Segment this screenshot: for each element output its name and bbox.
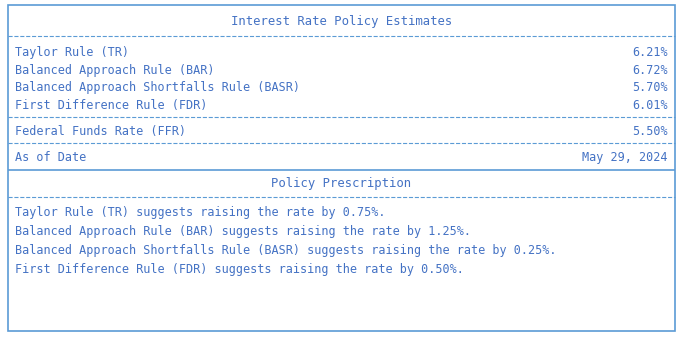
Text: Policy Prescription: Policy Prescription [271, 177, 412, 190]
Text: Taylor Rule (TR) suggests raising the rate by 0.75%.: Taylor Rule (TR) suggests raising the ra… [15, 206, 385, 219]
Text: Federal Funds Rate (FFR): Federal Funds Rate (FFR) [15, 125, 186, 138]
Text: Balanced Approach Shortfalls Rule (BASR): Balanced Approach Shortfalls Rule (BASR) [15, 81, 300, 94]
Text: Balanced Approach Shortfalls Rule (BASR) suggests raising the rate by 0.25%.: Balanced Approach Shortfalls Rule (BASR)… [15, 244, 557, 257]
Text: Taylor Rule (TR): Taylor Rule (TR) [15, 46, 129, 59]
Text: May 29, 2024: May 29, 2024 [583, 151, 668, 164]
Text: 6.21%: 6.21% [632, 46, 668, 59]
Text: As of Date: As of Date [15, 151, 86, 164]
Text: Balanced Approach Rule (BAR) suggests raising the rate by 1.25%.: Balanced Approach Rule (BAR) suggests ra… [15, 225, 471, 238]
FancyBboxPatch shape [8, 5, 675, 331]
Text: 5.70%: 5.70% [632, 81, 668, 94]
Text: Interest Rate Policy Estimates: Interest Rate Policy Estimates [231, 15, 452, 28]
Text: 5.50%: 5.50% [632, 125, 668, 138]
Text: First Difference Rule (FDR) suggests raising the rate by 0.50%.: First Difference Rule (FDR) suggests rai… [15, 263, 464, 276]
Text: 6.72%: 6.72% [632, 63, 668, 77]
Text: Balanced Approach Rule (BAR): Balanced Approach Rule (BAR) [15, 63, 214, 77]
Text: 6.01%: 6.01% [632, 99, 668, 112]
Text: First Difference Rule (FDR): First Difference Rule (FDR) [15, 99, 208, 112]
